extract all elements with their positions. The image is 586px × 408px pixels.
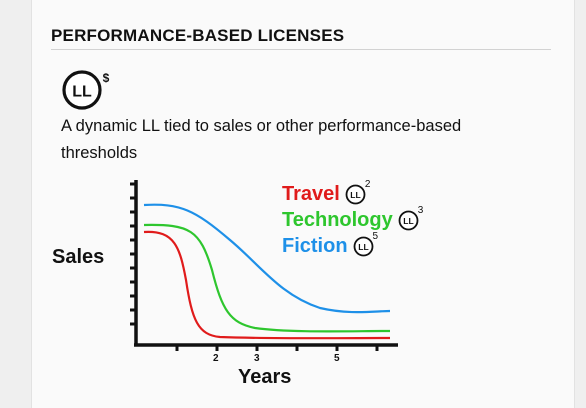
series-line-technology: [143, 223, 391, 333]
badge-superscript: $: [103, 71, 110, 85]
ll-license-icon: LL 2: [345, 179, 370, 205]
legend-label-technology: Technology: [282, 209, 393, 231]
section-title: PERFORMANCE-BASED LICENSES: [51, 26, 345, 45]
ll-license-icon: LL 5: [353, 231, 378, 257]
x-ticks: [175, 344, 379, 351]
x-tick-label: 5: [334, 353, 340, 364]
x-axis-label: Years: [238, 366, 292, 388]
title-divider: [51, 49, 551, 50]
legend-ll-text: LL: [350, 190, 360, 200]
sales-chart: [130, 180, 398, 351]
legend-ll-text: LL: [358, 242, 368, 252]
legend-ll-superscript: 3: [417, 205, 424, 216]
legend-item-technology: Technology LL 3: [282, 205, 423, 232]
legend-ll-superscript: 2: [364, 179, 371, 190]
content-panel: [31, 0, 575, 408]
legend-item-travel: Travel LL 2: [282, 179, 370, 206]
section-description: A dynamic LL tied to sales or other perf…: [61, 117, 462, 162]
legend-label-fiction: Fiction: [282, 235, 348, 257]
ll-license-icon: LL 3: [398, 205, 423, 231]
x-tick-label: 3: [254, 353, 260, 364]
y-ticks: [130, 182, 137, 326]
legend-item-fiction: Fiction LL 5: [282, 231, 378, 258]
legend-ll-text: LL: [403, 216, 413, 226]
ll-dollar-badge-icon: LL $: [61, 69, 110, 110]
legend-ll-superscript: 5: [372, 231, 379, 242]
legend-label-travel: Travel: [282, 183, 340, 205]
series-line-travel: [143, 230, 391, 340]
x-tick-label: 2: [213, 353, 219, 364]
series-line-fiction: [143, 203, 391, 314]
badge-text: LL: [72, 84, 92, 101]
y-axis-label: Sales: [52, 246, 105, 268]
